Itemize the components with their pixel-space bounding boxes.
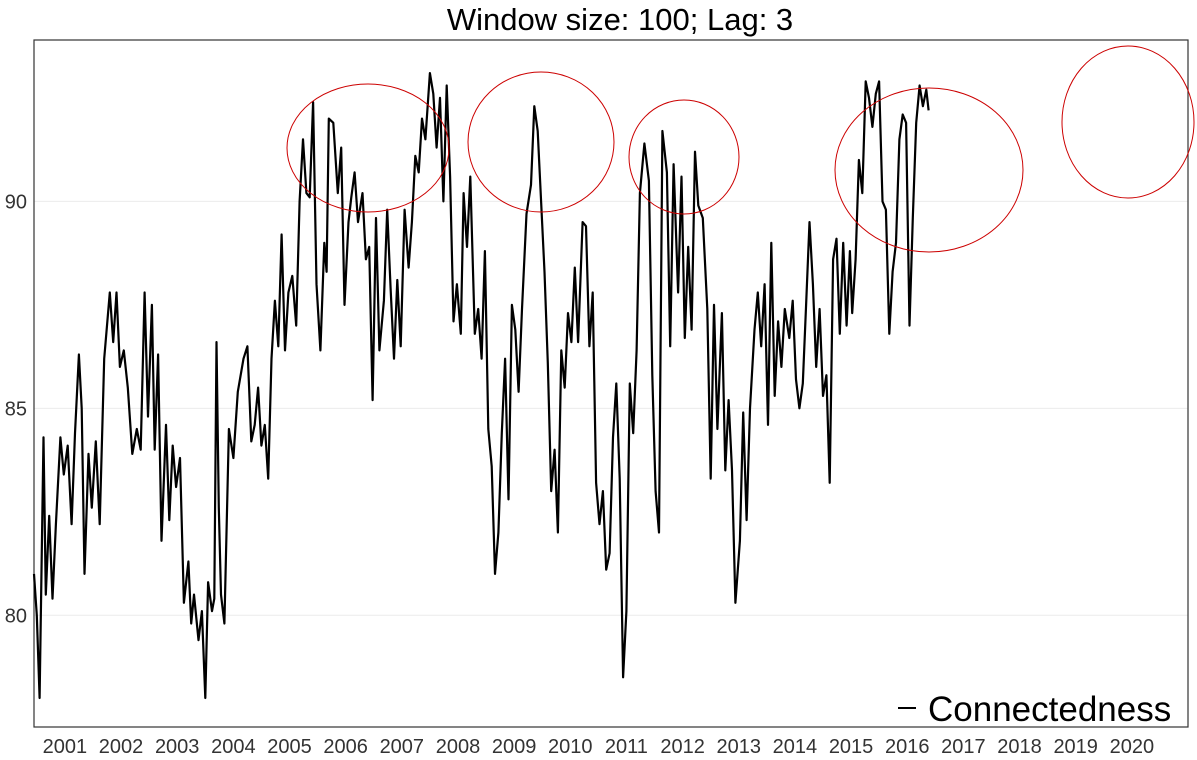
grid-lines: [34, 200, 1188, 616]
plot-border: [33, 39, 1189, 728]
y-tick-label: 85: [5, 398, 27, 420]
x-tick-label: 2017: [941, 736, 986, 758]
x-tick-label: 2002: [99, 736, 144, 758]
annotation-circle: [467, 71, 615, 213]
annotation-circle: [628, 99, 740, 215]
x-tick-label: 2001: [43, 736, 88, 758]
x-tick-label: 2007: [380, 736, 425, 758]
legend: Connectedness: [898, 690, 1171, 729]
x-tick-label: 2005: [267, 736, 312, 758]
x-tick-label: 2009: [492, 736, 537, 758]
x-tick-label: 2013: [717, 736, 762, 758]
x-tick-label: 2006: [323, 736, 368, 758]
chart-title: Window size: 100; Lag: 3: [446, 2, 794, 37]
annotation-circle: [286, 83, 450, 213]
x-tick-label: 2015: [829, 736, 874, 758]
x-tick-label: 2012: [660, 736, 705, 758]
y-tick-label: 90: [5, 191, 27, 213]
legend-label: Connectedness: [928, 690, 1171, 729]
annotations: [286, 45, 1195, 253]
x-tick-label: 2020: [1110, 736, 1155, 758]
x-tick-label: 2010: [548, 736, 593, 758]
x-tick-label: 2011: [605, 736, 648, 758]
x-tick-label: 2014: [773, 736, 818, 758]
x-tick-label: 2003: [155, 736, 200, 758]
x-axis-ticks: 2001 2002 2003 2004 2005 2006 2007 2008 2009 2010…: [43, 736, 1154, 758]
series-line-connectedness: [32, 72, 930, 700]
annotation-circle: [834, 87, 1024, 253]
y-tick-label: 80: [5, 605, 27, 627]
x-tick-label: 2018: [997, 736, 1042, 758]
x-tick-label: 2016: [885, 736, 930, 758]
x-tick-label: 2019: [1053, 736, 1098, 758]
y-axis-ticks: 80 85 90: [5, 191, 27, 627]
annotation-circle: [1061, 45, 1195, 199]
x-tick-label: 2004: [211, 736, 256, 758]
x-tick-label: 2008: [436, 736, 481, 758]
